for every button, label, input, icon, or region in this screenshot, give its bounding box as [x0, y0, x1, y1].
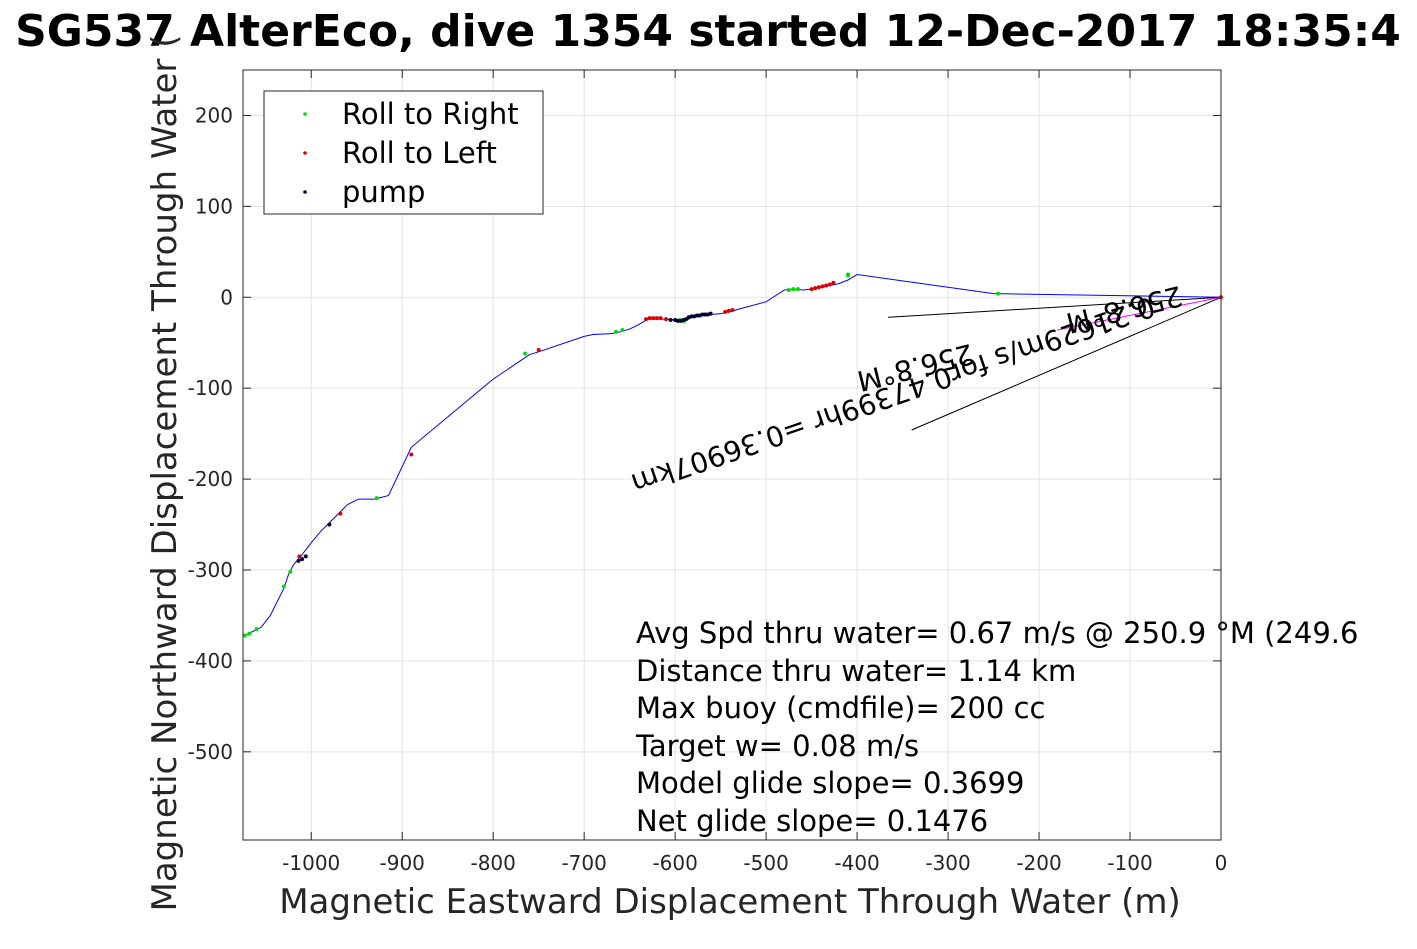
x-axis-label: Magnetic Eastward Displacement Through W…	[279, 882, 1181, 922]
y-tick-label: -500	[188, 740, 233, 764]
roll-left-point	[813, 286, 818, 291]
roll-left-point	[536, 348, 541, 352]
y-tick-label: -200	[188, 467, 233, 491]
roll-right-point	[791, 287, 796, 292]
roll-right-point	[620, 328, 625, 332]
roll-left-point	[723, 309, 728, 314]
summary-text: Avg Spd thru water= 0.67 m/s @ 250.9 °M …	[635, 616, 1358, 838]
roll-right-point	[374, 496, 379, 501]
x-tick-label: -700	[561, 851, 606, 875]
roll-left-point	[338, 511, 343, 516]
x-axis-ticks: -1000 -900 -800 -700 -600 -500 -400 -300 -200 -10…	[282, 70, 1227, 875]
pump-point	[296, 558, 301, 563]
roll-right-point	[242, 633, 247, 638]
legend-marker-roll-left	[303, 151, 307, 155]
legend-marker-roll-right	[303, 112, 307, 116]
roll-left-point	[651, 316, 656, 321]
overlay-vector-line	[1057, 296, 1222, 331]
pump-point	[303, 554, 308, 559]
summary-model-glide: Model glide slope= 0.3699	[636, 766, 1024, 800]
x-tick-label: -400	[834, 851, 879, 875]
x-tick-label: -1000	[282, 851, 340, 875]
x-tick-label: -800	[470, 851, 515, 875]
pump-point	[668, 318, 673, 322]
current-vector-line	[911, 296, 1222, 431]
roll-left-point	[816, 285, 821, 290]
roll-left-point	[654, 316, 659, 321]
y-axis-ticks: 200 100 0 -100 -200 -300 -400 -500	[188, 103, 1221, 764]
pump-point	[708, 311, 713, 316]
roll-left-point	[658, 316, 663, 321]
data-layer	[242, 272, 1223, 638]
y-tick-label: 200	[195, 103, 233, 127]
roll-right-point	[254, 627, 259, 632]
pump-point	[327, 522, 332, 527]
plot-frame	[242, 69, 1222, 841]
y-tick-label: 0	[220, 285, 233, 309]
x-tick-label: -500	[743, 851, 788, 875]
roll-left-point	[824, 283, 829, 288]
roll-right-point	[281, 584, 286, 589]
legend-label-roll-left: Roll to Left	[342, 136, 497, 170]
legend-marker-pump	[303, 190, 307, 194]
roll-right-point	[247, 631, 252, 636]
roll-right-point	[614, 329, 619, 334]
roll-left-point	[644, 317, 649, 322]
legend-label-roll-right: Roll to Right	[342, 97, 519, 131]
summary-max-buoy: Max buoy (cmdfile)= 200 cc	[636, 691, 1045, 725]
summary-distance: Distance thru water= 1.14 km	[636, 654, 1076, 688]
x-tick-label: -100	[1107, 851, 1152, 875]
roll-left-point	[820, 284, 825, 289]
roll-right-point	[795, 287, 800, 292]
roll-left-point	[809, 287, 814, 292]
roll-right-point	[786, 288, 791, 292]
roll-right-point	[523, 351, 528, 356]
roll-right-point	[845, 272, 850, 277]
summary-avg-speed: Avg Spd thru water= 0.67 m/s @ 250.9 °M …	[636, 616, 1358, 650]
roll-right-point	[288, 569, 293, 574]
x-tick-label: -900	[380, 851, 425, 875]
roll-left-point	[297, 554, 302, 559]
x-tick-label: -200	[1016, 851, 1061, 875]
roll-left-point	[664, 317, 669, 322]
pump-point	[300, 557, 305, 562]
roll-left-point	[409, 452, 414, 457]
current-vector-line	[887, 296, 1222, 318]
y-tick-label: -100	[188, 376, 233, 400]
summary-target-w: Target w= 0.08 m/s	[635, 729, 919, 763]
legend-label-pump: pump	[342, 175, 425, 209]
y-tick-label: 100	[195, 194, 233, 218]
roll-left-point	[831, 280, 836, 285]
x-tick-label: 0	[1215, 851, 1228, 875]
chart-title: SG537 AlterEco, dive 1354 started 12-Dec…	[15, 6, 1401, 57]
summary-net-glide: Net glide slope= 0.1476	[636, 804, 988, 838]
y-axis-label: Magnetic Northward Displacement Through …	[145, 35, 185, 912]
x-tick-label: -600	[652, 851, 697, 875]
y-tick-label: -300	[188, 558, 233, 582]
legend-box	[263, 90, 544, 215]
roll-right-point	[996, 291, 1001, 296]
roll-left-point	[730, 308, 735, 312]
roll-left-point	[647, 316, 652, 321]
roll-left-point	[827, 282, 832, 287]
x-tick-label: -300	[925, 851, 970, 875]
roll-left-point	[726, 308, 731, 313]
legend: Roll to Right Roll to Left pump	[263, 90, 544, 215]
y-tick-label: -400	[188, 649, 233, 673]
